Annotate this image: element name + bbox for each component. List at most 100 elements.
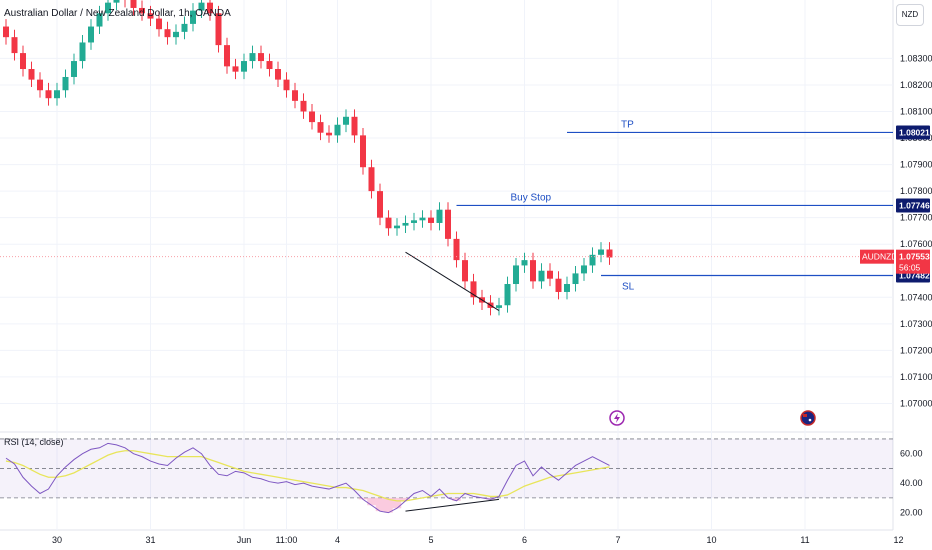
- candle-down[interactable]: [20, 53, 26, 70]
- level-price-tag-text: 1.08021: [899, 127, 930, 137]
- rsi-tick-label: 60.00: [900, 449, 923, 459]
- candle-down[interactable]: [462, 260, 468, 282]
- candle-up[interactable]: [249, 53, 256, 62]
- candle-down[interactable]: [156, 18, 162, 30]
- candle-down[interactable]: [232, 66, 239, 72]
- candle-down[interactable]: [207, 2, 213, 14]
- candle-up[interactable]: [496, 305, 502, 308]
- candle-up[interactable]: [62, 76, 69, 91]
- price-tick-label: 1.07700: [900, 213, 932, 223]
- candle-up[interactable]: [436, 209, 443, 223]
- candle-down[interactable]: [215, 13, 222, 46]
- candle-down[interactable]: [300, 100, 307, 112]
- flag-icon-star: [808, 418, 812, 422]
- candle-down[interactable]: [428, 217, 434, 223]
- candle-down[interactable]: [360, 135, 366, 168]
- rsi-line[interactable]: [5, 442, 610, 514]
- candle-up[interactable]: [394, 225, 400, 229]
- rsi-ma-line[interactable]: [5, 450, 610, 502]
- candle-down[interactable]: [555, 278, 562, 292]
- candle-up[interactable]: [564, 284, 570, 292]
- candle-up[interactable]: [105, 2, 111, 14]
- candle-down[interactable]: [258, 53, 264, 62]
- candle-down[interactable]: [317, 122, 324, 133]
- candle-down[interactable]: [139, 7, 145, 14]
- candle-up[interactable]: [79, 42, 86, 62]
- candle-down[interactable]: [292, 90, 298, 101]
- candle-up[interactable]: [419, 217, 426, 221]
- candle-down[interactable]: [28, 69, 35, 80]
- candle-down[interactable]: [377, 191, 383, 218]
- candle-up[interactable]: [241, 61, 247, 72]
- candle-up[interactable]: [113, 0, 120, 3]
- candle-down[interactable]: [530, 260, 536, 282]
- candle-up[interactable]: [96, 13, 103, 27]
- price-tick-label: 1.07800: [900, 186, 932, 196]
- level-label: Buy Stop: [511, 192, 552, 203]
- rsi-tick-label: 20.00: [900, 508, 923, 518]
- candle-down[interactable]: [547, 270, 553, 279]
- candle-up[interactable]: [71, 61, 77, 77]
- level-price-tag[interactable]: [896, 198, 930, 213]
- rsi-divergence-line[interactable]: [405, 498, 500, 512]
- candle-down[interactable]: [351, 116, 358, 136]
- candle-down[interactable]: [45, 90, 52, 99]
- candle-up[interactable]: [334, 124, 341, 136]
- candle-down[interactable]: [224, 45, 230, 67]
- candle-up[interactable]: [538, 270, 545, 282]
- candle-down[interactable]: [385, 217, 392, 229]
- candle-down[interactable]: [266, 61, 273, 70]
- price-tick-label: 1.07000: [900, 398, 932, 408]
- candle-up[interactable]: [581, 265, 587, 274]
- candle-up[interactable]: [411, 220, 417, 223]
- candle-down[interactable]: [3, 26, 9, 38]
- candle-up[interactable]: [589, 254, 596, 266]
- candle-down[interactable]: [11, 37, 18, 54]
- candle-down[interactable]: [368, 167, 375, 192]
- candle-up[interactable]: [513, 265, 519, 285]
- candle-up[interactable]: [521, 260, 528, 266]
- price-trendline[interactable]: [405, 251, 500, 311]
- candle-down[interactable]: [164, 29, 171, 38]
- candle-up[interactable]: [402, 222, 409, 226]
- candle-up[interactable]: [54, 90, 60, 99]
- axes[interactable]: 1.083001.082001.081001.080001.079001.078…: [52, 53, 932, 545]
- candle-up[interactable]: [88, 26, 94, 43]
- rsi-oversold-fill: [358, 497, 495, 513]
- price-tick-label: 1.07300: [900, 319, 932, 329]
- trade-levels[interactable]: TP Buy Stop SL: [0, 119, 893, 293]
- candle-up[interactable]: [190, 10, 196, 24]
- candle-down[interactable]: [147, 13, 154, 19]
- time-tick-label: 7: [615, 535, 620, 545]
- candle-down[interactable]: [130, 0, 137, 8]
- candle-down[interactable]: [275, 69, 281, 80]
- candle-up[interactable]: [181, 23, 188, 32]
- candle-up[interactable]: [198, 2, 205, 11]
- countdown-text: 56:05: [899, 263, 921, 273]
- event-icons[interactable]: [609, 410, 816, 426]
- symbol-tag-text: AUDNZD: [862, 252, 897, 262]
- candle-up[interactable]: [173, 31, 179, 38]
- price-pane[interactable]: [3, 0, 613, 316]
- current-price-tag-text: 1.07553: [899, 252, 930, 262]
- candle-up[interactable]: [343, 116, 349, 125]
- candle-up[interactable]: [572, 273, 579, 285]
- australia-flag-event-icon[interactable]: [800, 410, 816, 426]
- candle-down[interactable]: [37, 79, 43, 91]
- candle-up[interactable]: [504, 284, 511, 306]
- rsi-pane[interactable]: [5, 442, 610, 514]
- candle-down[interactable]: [606, 249, 613, 258]
- level-price-tag[interactable]: [896, 125, 930, 140]
- currency-button[interactable]: NZD: [896, 4, 924, 26]
- candle-down[interactable]: [445, 209, 451, 239]
- candle-down[interactable]: [283, 79, 290, 91]
- candle-down[interactable]: [453, 238, 460, 261]
- price-tick-label: 1.07900: [900, 160, 932, 170]
- candle-down[interactable]: [326, 132, 332, 136]
- candle-down[interactable]: [470, 281, 477, 298]
- candle-down[interactable]: [309, 111, 315, 123]
- current-price-tag[interactable]: [896, 249, 930, 274]
- candle-up[interactable]: [598, 249, 604, 255]
- lightning-event-icon[interactable]: [609, 410, 625, 426]
